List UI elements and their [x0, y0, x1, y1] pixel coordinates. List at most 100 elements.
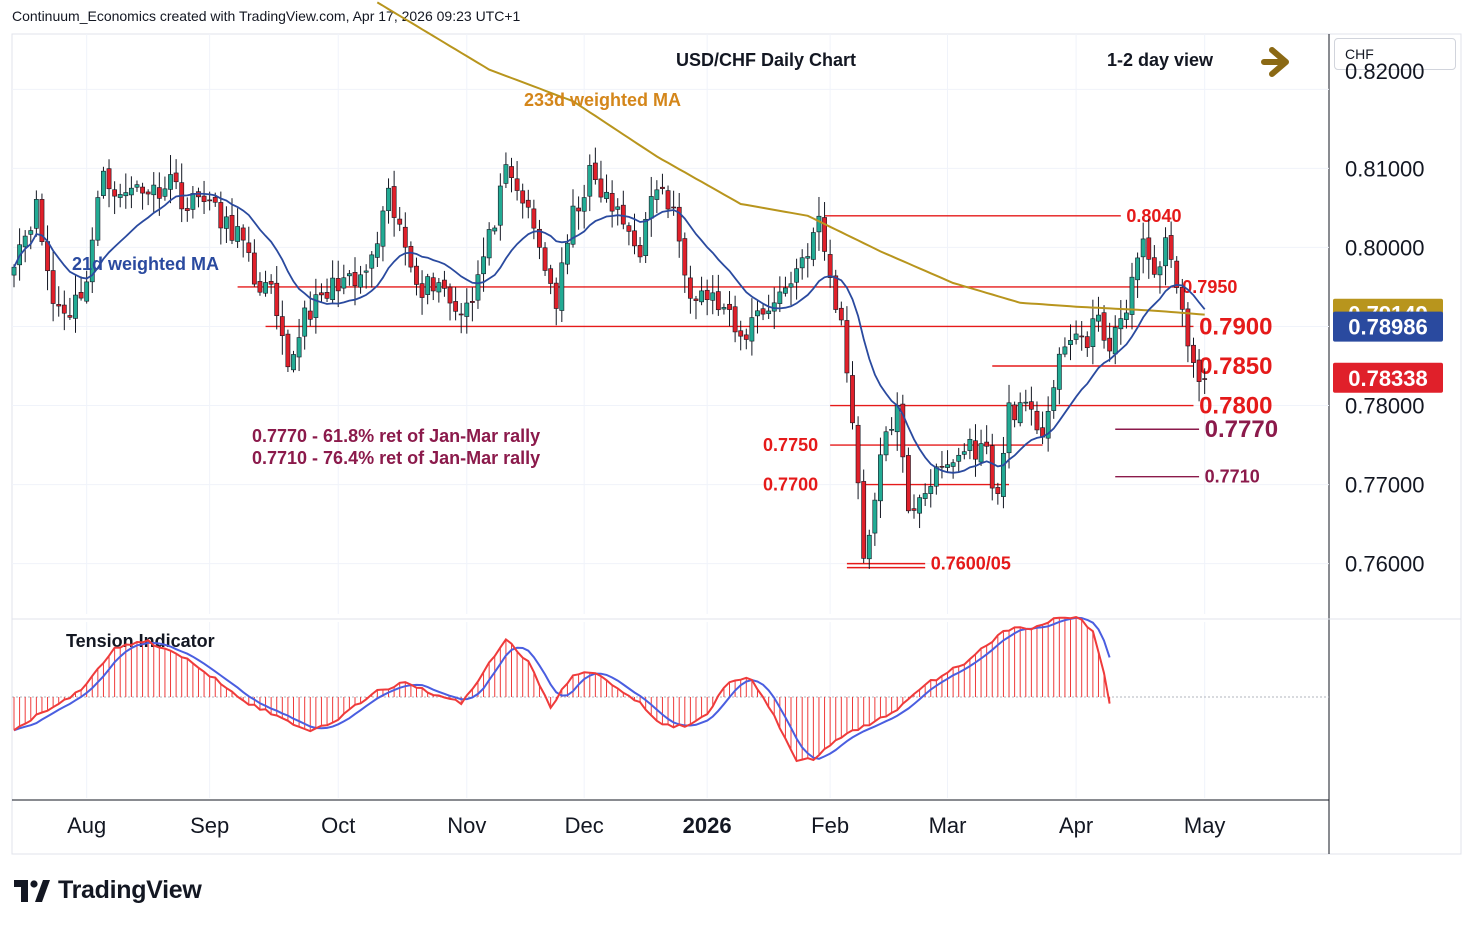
bullish-candle: [1056, 353, 1062, 390]
bearish-candle: [268, 280, 274, 285]
tradingview-logo-icon: [14, 879, 50, 902]
bearish-candle: [335, 278, 341, 292]
bearish-candle: [1151, 257, 1157, 275]
bearish-candle: [45, 241, 50, 272]
bullish-candle: [1001, 452, 1006, 497]
bearish-candle: [251, 252, 257, 285]
bearish-candle: [145, 191, 151, 195]
x-tick-label: Feb: [811, 813, 849, 838]
bullish-candle: [1124, 312, 1129, 320]
bullish-candle: [961, 451, 967, 455]
bullish-candle: [302, 307, 308, 337]
bullish-candle: [346, 273, 352, 277]
bearish-candle: [39, 199, 45, 242]
bullish-candle: [1112, 327, 1118, 355]
bearish-candle: [509, 166, 514, 178]
bearish-candle: [525, 199, 531, 208]
bearish-candle: [989, 445, 995, 489]
bearish-candle: [671, 206, 677, 209]
bearish-candle: [738, 330, 744, 337]
bearish-candle: [609, 192, 615, 212]
y-tick-label-partial: 0.82000: [1345, 59, 1425, 84]
bearish-candle: [905, 455, 911, 512]
currency-selector[interactable]: CHF: [1334, 38, 1456, 70]
fib-annotation: 0.7710 - 76.4% ret of Jan-Mar rally: [252, 448, 540, 468]
bullish-candle: [1023, 401, 1029, 404]
bearish-candle: [469, 301, 475, 303]
bearish-candle: [995, 487, 1001, 494]
bullish-candle: [810, 232, 816, 260]
bearish-candle: [676, 206, 682, 242]
price-badge-label: 0.78986: [1348, 315, 1428, 340]
bullish-candle: [224, 216, 229, 229]
level-label: 0.7950: [1182, 277, 1237, 297]
bullish-candle: [95, 197, 101, 241]
bearish-candle: [704, 289, 710, 301]
bearish-candle: [352, 272, 358, 287]
bearish-candle: [1084, 336, 1090, 349]
bullish-candle: [1163, 237, 1168, 267]
bearish-candle: [1174, 260, 1180, 288]
bullish-candle: [565, 242, 570, 265]
bearish-candle: [693, 298, 699, 301]
bullish-candle: [486, 229, 492, 259]
x-tick-label: Oct: [321, 813, 355, 838]
bullish-candle: [73, 294, 78, 319]
bearish-candle: [274, 282, 280, 317]
bullish-candle: [917, 497, 922, 514]
bearish-candle: [285, 333, 291, 368]
bearish-candle: [324, 292, 330, 299]
bullish-candle: [89, 239, 95, 283]
bullish-candle: [699, 290, 704, 303]
bullish-candle: [1045, 410, 1051, 439]
bearish-candle: [1101, 312, 1107, 341]
ma21-label: 21d weighted MA: [72, 254, 219, 274]
tradingview-logo[interactable]: TradingView: [14, 876, 202, 905]
bullish-candle: [648, 196, 654, 219]
ma233-line: [376, 1, 1205, 316]
bullish-candle: [643, 218, 649, 256]
bearish-candle: [397, 218, 403, 225]
bullish-candle: [766, 310, 772, 315]
bullish-candle: [101, 170, 106, 196]
bearish-candle: [822, 217, 827, 252]
bearish-candle: [760, 308, 766, 315]
bearish-candle: [1107, 337, 1113, 352]
bullish-candle: [162, 188, 168, 197]
bullish-candle: [369, 254, 375, 269]
level-label: 0.7750: [763, 435, 818, 455]
bullish-candle: [1090, 318, 1096, 347]
fib-label: 0.7770: [1205, 416, 1278, 443]
bullish-candle: [1017, 402, 1023, 424]
bearish-candle: [911, 508, 917, 511]
y-tick-label: 0.78000: [1345, 394, 1425, 419]
bullish-candle: [296, 337, 302, 358]
bullish-candle: [425, 276, 431, 295]
x-tick-label: Dec: [565, 813, 604, 838]
bearish-candle: [727, 303, 732, 310]
bullish-candle: [11, 266, 17, 276]
bearish-candle: [984, 441, 990, 447]
bullish-candle: [151, 184, 157, 196]
bullish-candle: [933, 466, 939, 487]
bullish-candle: [374, 243, 380, 258]
bearish-candle: [56, 304, 62, 307]
bullish-candle: [313, 294, 319, 318]
bearish-candle: [78, 292, 84, 299]
bullish-candle: [587, 165, 593, 197]
bearish-candle: [665, 190, 671, 210]
bullish-candle: [777, 291, 783, 304]
bullish-candle: [654, 189, 660, 200]
price-badge: [1333, 311, 1443, 342]
bearish-candle: [537, 228, 542, 248]
bullish-candle: [386, 187, 391, 212]
bearish-candle: [173, 172, 179, 183]
grid-lines: [12, 34, 1329, 798]
bearish-candle: [743, 334, 749, 340]
bearish-candle: [598, 178, 604, 198]
bearish-candle: [112, 189, 118, 197]
bearish-candle: [61, 304, 67, 314]
bearish-candle: [542, 247, 548, 271]
bearish-candle: [408, 245, 414, 268]
